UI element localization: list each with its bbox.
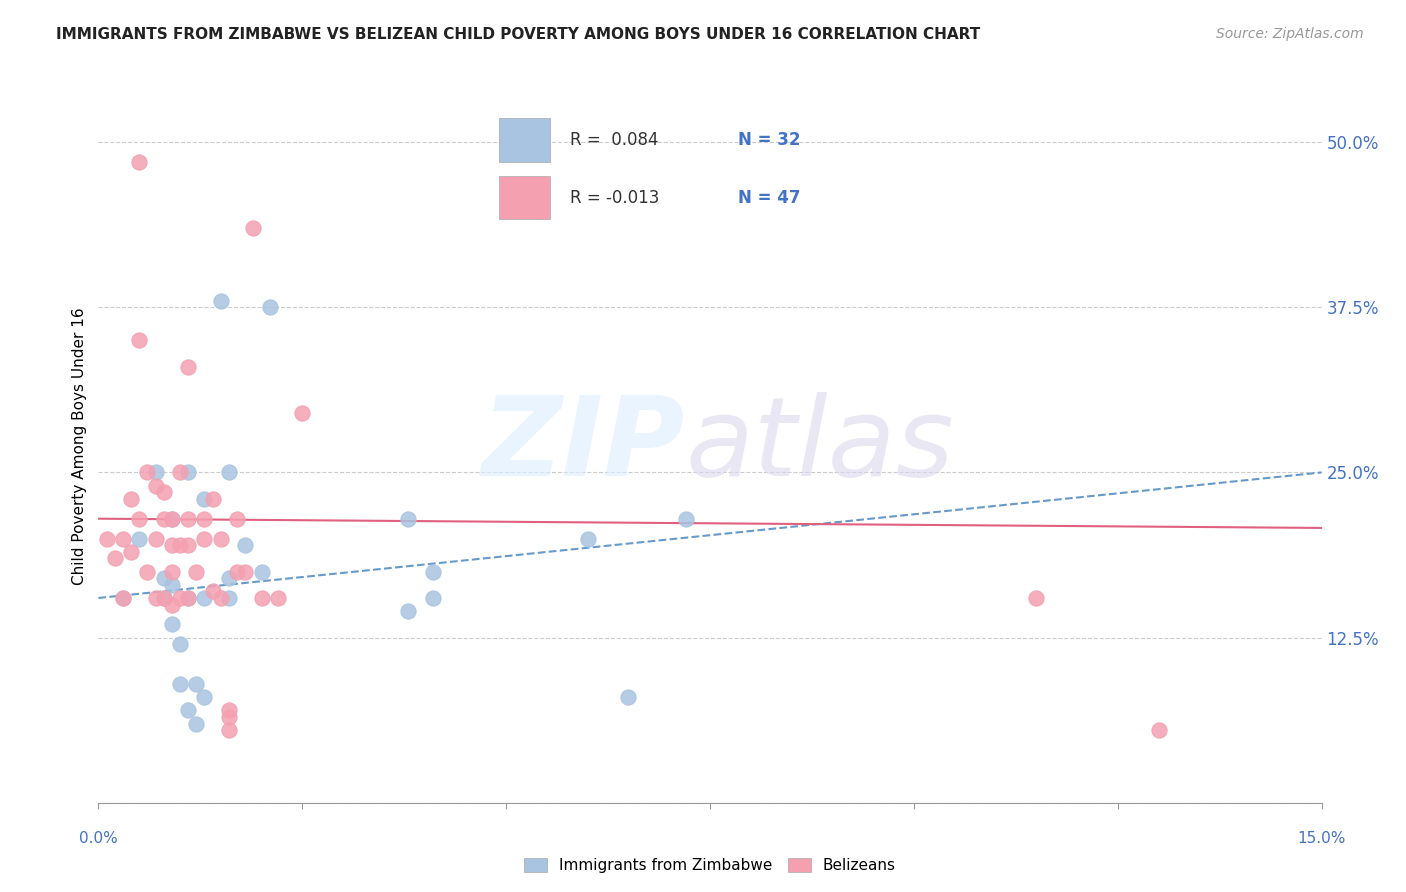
Point [145, 591, 167, 605]
Point [160, 617, 183, 632]
Point [152, 591, 174, 605]
Point [1025, 591, 1047, 605]
Point [186, 565, 208, 579]
Text: ZIP: ZIP [482, 392, 686, 500]
Point [1147, 723, 1170, 738]
Legend: Immigrants from Zimbabwe, Belizeans: Immigrants from Zimbabwe, Belizeans [516, 850, 904, 880]
Point [160, 538, 183, 552]
Point [193, 690, 215, 704]
Point [177, 538, 200, 552]
Point [242, 221, 264, 235]
Point [160, 511, 183, 525]
Point [250, 565, 273, 579]
Point [169, 591, 191, 605]
Point [193, 532, 215, 546]
Point [111, 532, 134, 546]
Point [177, 591, 200, 605]
Point [226, 565, 249, 579]
Point [267, 591, 290, 605]
Point [675, 511, 697, 525]
Point [120, 491, 142, 506]
Point [96, 532, 118, 546]
Point [145, 532, 167, 546]
Point [152, 591, 174, 605]
Point [128, 532, 150, 546]
Point [218, 723, 240, 738]
Point [226, 511, 249, 525]
Text: 0.0%: 0.0% [79, 831, 118, 846]
Point [160, 511, 183, 525]
Point [422, 565, 444, 579]
Point [193, 591, 215, 605]
Point [422, 591, 444, 605]
Point [209, 532, 232, 546]
Point [152, 571, 174, 585]
Point [193, 511, 215, 525]
Point [136, 466, 159, 480]
Point [186, 677, 208, 691]
Point [120, 545, 142, 559]
Point [152, 511, 174, 525]
Point [145, 466, 167, 480]
Point [169, 677, 191, 691]
Point [169, 538, 191, 552]
Point [209, 591, 232, 605]
Point [177, 591, 200, 605]
Point [145, 478, 167, 492]
Point [218, 591, 240, 605]
Point [128, 154, 150, 169]
Point [128, 511, 150, 525]
Point [218, 703, 240, 717]
Point [136, 565, 159, 579]
Point [104, 551, 127, 566]
Point [396, 511, 419, 525]
Point [218, 571, 240, 585]
Point [111, 591, 134, 605]
Point [111, 591, 134, 605]
Point [201, 584, 224, 599]
Point [218, 466, 240, 480]
Point [160, 598, 183, 612]
Point [177, 511, 200, 525]
Point [617, 690, 640, 704]
Point [209, 293, 232, 308]
Point [160, 578, 183, 592]
Point [576, 532, 599, 546]
Point [169, 637, 191, 651]
Point [218, 710, 240, 724]
Point [396, 604, 419, 618]
Point [152, 485, 174, 500]
Point [177, 466, 200, 480]
Point [169, 466, 191, 480]
Text: atlas: atlas [686, 392, 955, 500]
Point [128, 333, 150, 347]
Point [186, 716, 208, 731]
Point [193, 491, 215, 506]
Text: 15.0%: 15.0% [1298, 831, 1346, 846]
Point [177, 359, 200, 374]
Point [160, 565, 183, 579]
Point [233, 538, 256, 552]
Text: IMMIGRANTS FROM ZIMBABWE VS BELIZEAN CHILD POVERTY AMONG BOYS UNDER 16 CORRELATI: IMMIGRANTS FROM ZIMBABWE VS BELIZEAN CHI… [56, 27, 980, 42]
Point [177, 703, 200, 717]
Text: Source: ZipAtlas.com: Source: ZipAtlas.com [1216, 27, 1364, 41]
Point [259, 300, 281, 314]
Y-axis label: Child Poverty Among Boys Under 16: Child Poverty Among Boys Under 16 [72, 307, 87, 585]
Point [201, 491, 224, 506]
Point [291, 406, 314, 420]
Point [250, 591, 273, 605]
Point [233, 565, 256, 579]
